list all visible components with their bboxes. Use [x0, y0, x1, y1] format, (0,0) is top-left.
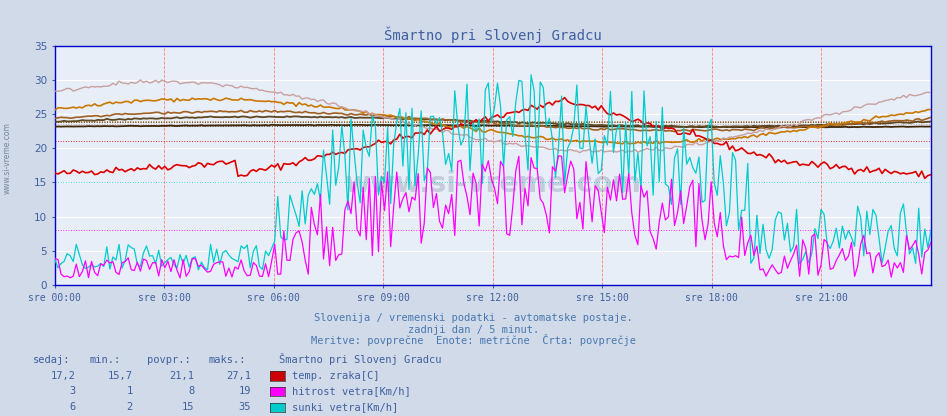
Text: temp. zraka[C]: temp. zraka[C]: [292, 371, 379, 381]
Text: 19: 19: [239, 386, 251, 396]
Text: zadnji dan / 5 minut.: zadnji dan / 5 minut.: [408, 325, 539, 335]
Text: sunki vetra[Km/h]: sunki vetra[Km/h]: [292, 402, 398, 412]
Text: povpr.:: povpr.:: [147, 355, 190, 365]
Text: www.si-vreme.com: www.si-vreme.com: [345, 171, 641, 198]
Text: 1: 1: [126, 386, 133, 396]
Text: www.si-vreme.com: www.si-vreme.com: [3, 122, 12, 194]
Text: 21,1: 21,1: [170, 371, 194, 381]
Text: Meritve: povprečne  Enote: metrične  Črta: povprečje: Meritve: povprečne Enote: metrične Črta:…: [311, 334, 636, 347]
Title: Šmartno pri Slovenj Gradcu: Šmartno pri Slovenj Gradcu: [384, 27, 601, 43]
Text: 15,7: 15,7: [108, 371, 133, 381]
Text: sedaj:: sedaj:: [33, 355, 71, 365]
Text: 27,1: 27,1: [226, 371, 251, 381]
Text: 8: 8: [188, 386, 194, 396]
Text: 3: 3: [69, 386, 76, 396]
Text: Slovenija / vremenski podatki - avtomatske postaje.: Slovenija / vremenski podatki - avtomats…: [314, 313, 633, 323]
Text: 2: 2: [126, 402, 133, 412]
Text: 35: 35: [239, 402, 251, 412]
Text: maks.:: maks.:: [208, 355, 246, 365]
Text: 17,2: 17,2: [51, 371, 76, 381]
Text: 6: 6: [69, 402, 76, 412]
Text: Šmartno pri Slovenj Gradcu: Šmartno pri Slovenj Gradcu: [279, 353, 442, 365]
Text: min.:: min.:: [90, 355, 121, 365]
Text: 15: 15: [182, 402, 194, 412]
Text: hitrost vetra[Km/h]: hitrost vetra[Km/h]: [292, 386, 410, 396]
